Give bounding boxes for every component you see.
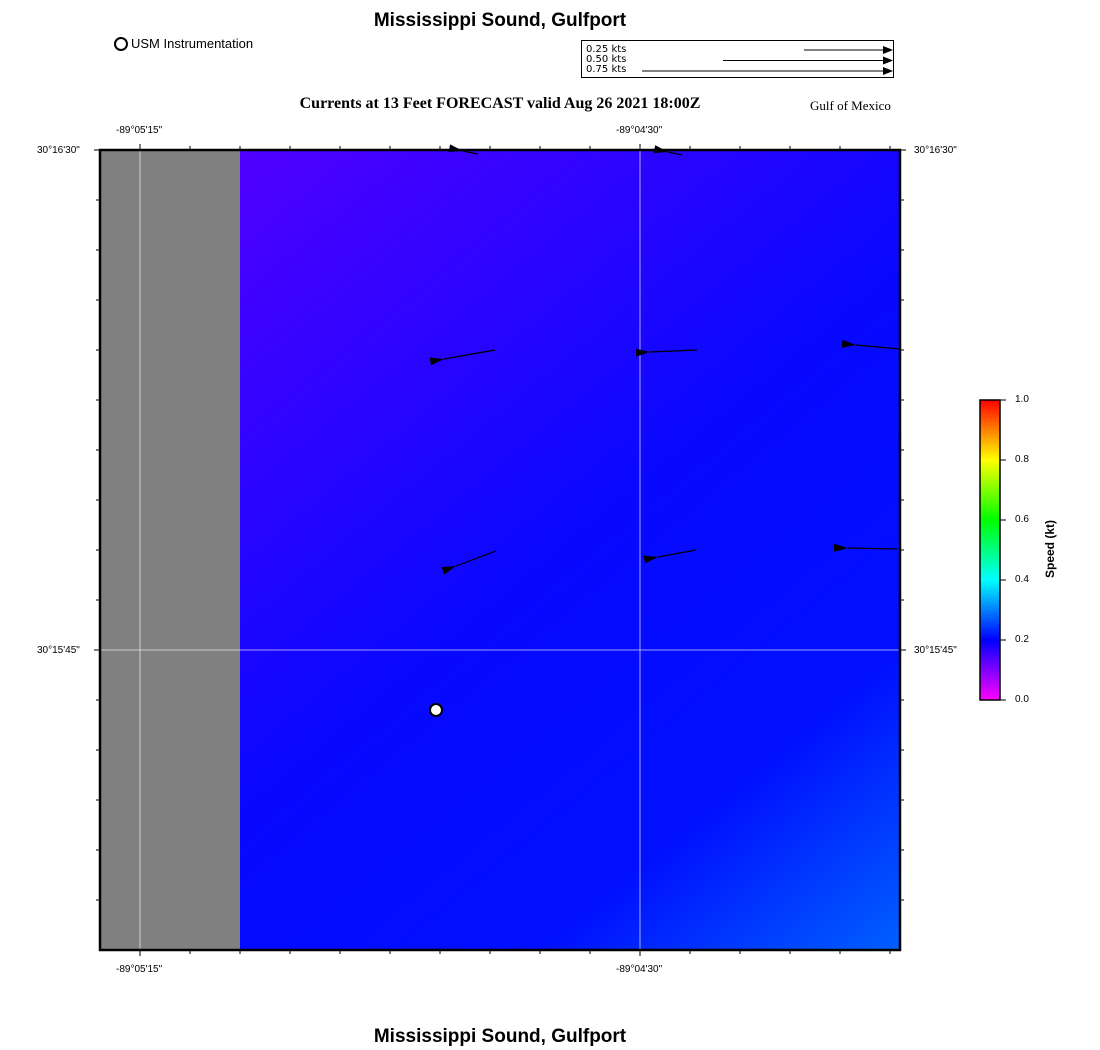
current-arrow (448, 144, 479, 155)
current-arrow (643, 549, 697, 564)
current-arrow (635, 348, 698, 357)
speed-colorbar (979, 399, 1006, 701)
colorbar-gradient (979, 399, 1001, 701)
forecast-subtitle: Currents at 13 Feet FORECAST valid Aug 2… (299, 95, 701, 112)
region-label: Gulf of Mexico (810, 98, 891, 113)
current-arrow (653, 145, 683, 156)
current-arrow (841, 339, 901, 350)
station-circle-icon (114, 36, 128, 51)
lat-label-right-1: 30°16'30" (914, 145, 957, 156)
usm-station-marker (429, 703, 443, 717)
lon-label-top-1: -89°05'15" (116, 125, 163, 136)
instrument-legend: USM Instrumentation (114, 36, 253, 51)
scale-label-075: 0.75 kts (586, 64, 627, 75)
current-arrow (429, 349, 496, 366)
lat-label-left-1: 30°16'30" (37, 145, 80, 156)
instrument-legend-label: USM Instrumentation (131, 36, 254, 51)
colorbar-tick-label: 0.4 (1015, 574, 1029, 585)
colorbar-ticks (1000, 399, 1006, 701)
current-arrow (441, 550, 497, 575)
colorbar-tick-label: 0.6 (1015, 514, 1029, 525)
graticule (100, 150, 900, 950)
water-area (240, 150, 900, 950)
colorbar-tick-label: 1.0 (1015, 394, 1029, 405)
lat-label-left-2: 30°15'45" (37, 645, 80, 656)
scale-arrows (642, 46, 893, 75)
map-title: Mississippi Sound, Gulfport (373, 10, 627, 31)
land-area (100, 150, 240, 950)
current-arrow (833, 543, 898, 552)
scale-label-025: 0.25 kts (586, 44, 627, 55)
lon-label-bottom-2: -89°04'30" (616, 964, 663, 975)
map-footer-title: Mississippi Sound, Gulfport (373, 1026, 627, 1047)
speed-scale-box: 0.25 kts 0.50 kts 0.75 kts (581, 40, 894, 78)
colorbar-tick-label: 0.8 (1015, 454, 1029, 465)
current-vectors (429, 144, 901, 575)
lat-label-right-2: 30°15'45" (914, 645, 957, 656)
scale-label-050: 0.50 kts (586, 54, 627, 65)
lon-label-top-2: -89°04'30" (616, 125, 663, 136)
lon-label-bottom-1: -89°05'15" (116, 964, 163, 975)
colorbar-tick-label: 0.2 (1015, 634, 1029, 645)
frame-ticks (94, 144, 906, 956)
colorbar-title: Speed (kt) (1043, 520, 1057, 579)
colorbar-tick-label: 0.0 (1015, 694, 1029, 705)
